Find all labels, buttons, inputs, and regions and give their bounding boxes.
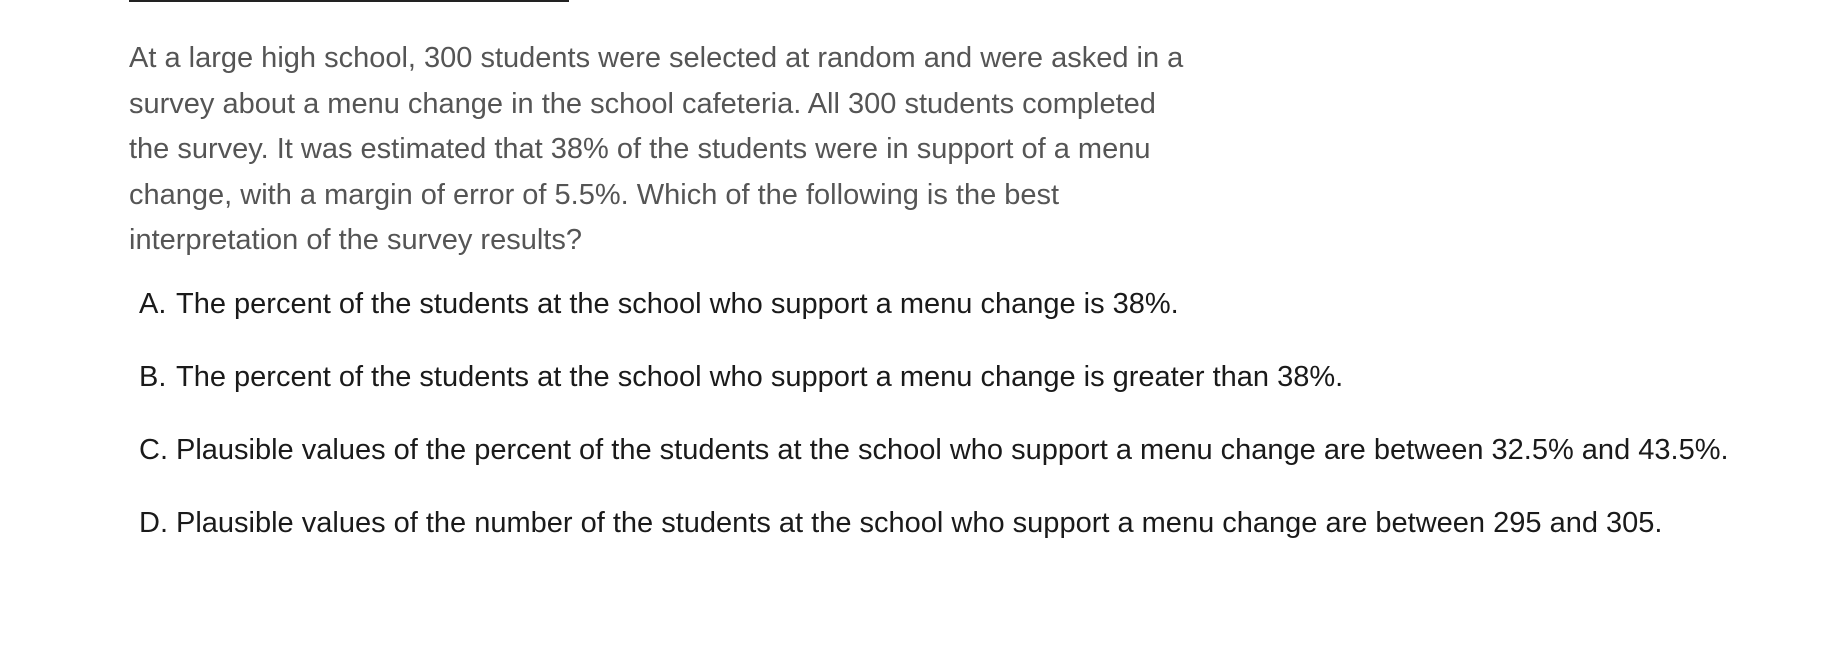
top-divider bbox=[129, 0, 569, 2]
answer-options: A. The percent of the students at the sc… bbox=[139, 282, 1819, 574]
option-text: The percent of the students at the schoo… bbox=[176, 361, 1344, 393]
option-letter: B. bbox=[139, 361, 167, 393]
answer-option-b[interactable]: B. The percent of the students at the sc… bbox=[139, 355, 1819, 400]
answer-option-a[interactable]: A. The percent of the students at the sc… bbox=[139, 282, 1819, 327]
answer-option-d[interactable]: D. Plausible values of the number of the… bbox=[139, 501, 1819, 546]
option-text: Plausible values of the number of the st… bbox=[176, 507, 1663, 539]
option-letter: C. bbox=[139, 434, 168, 466]
answer-option-c[interactable]: C. Plausible values of the percent of th… bbox=[139, 428, 1819, 473]
option-text: Plausible values of the percent of the s… bbox=[176, 434, 1729, 466]
option-text: The percent of the students at the schoo… bbox=[176, 288, 1179, 320]
option-letter: D. bbox=[139, 507, 168, 539]
question-stem: At a large high school, 300 students wer… bbox=[129, 42, 1184, 256]
option-letter: A. bbox=[139, 288, 167, 320]
